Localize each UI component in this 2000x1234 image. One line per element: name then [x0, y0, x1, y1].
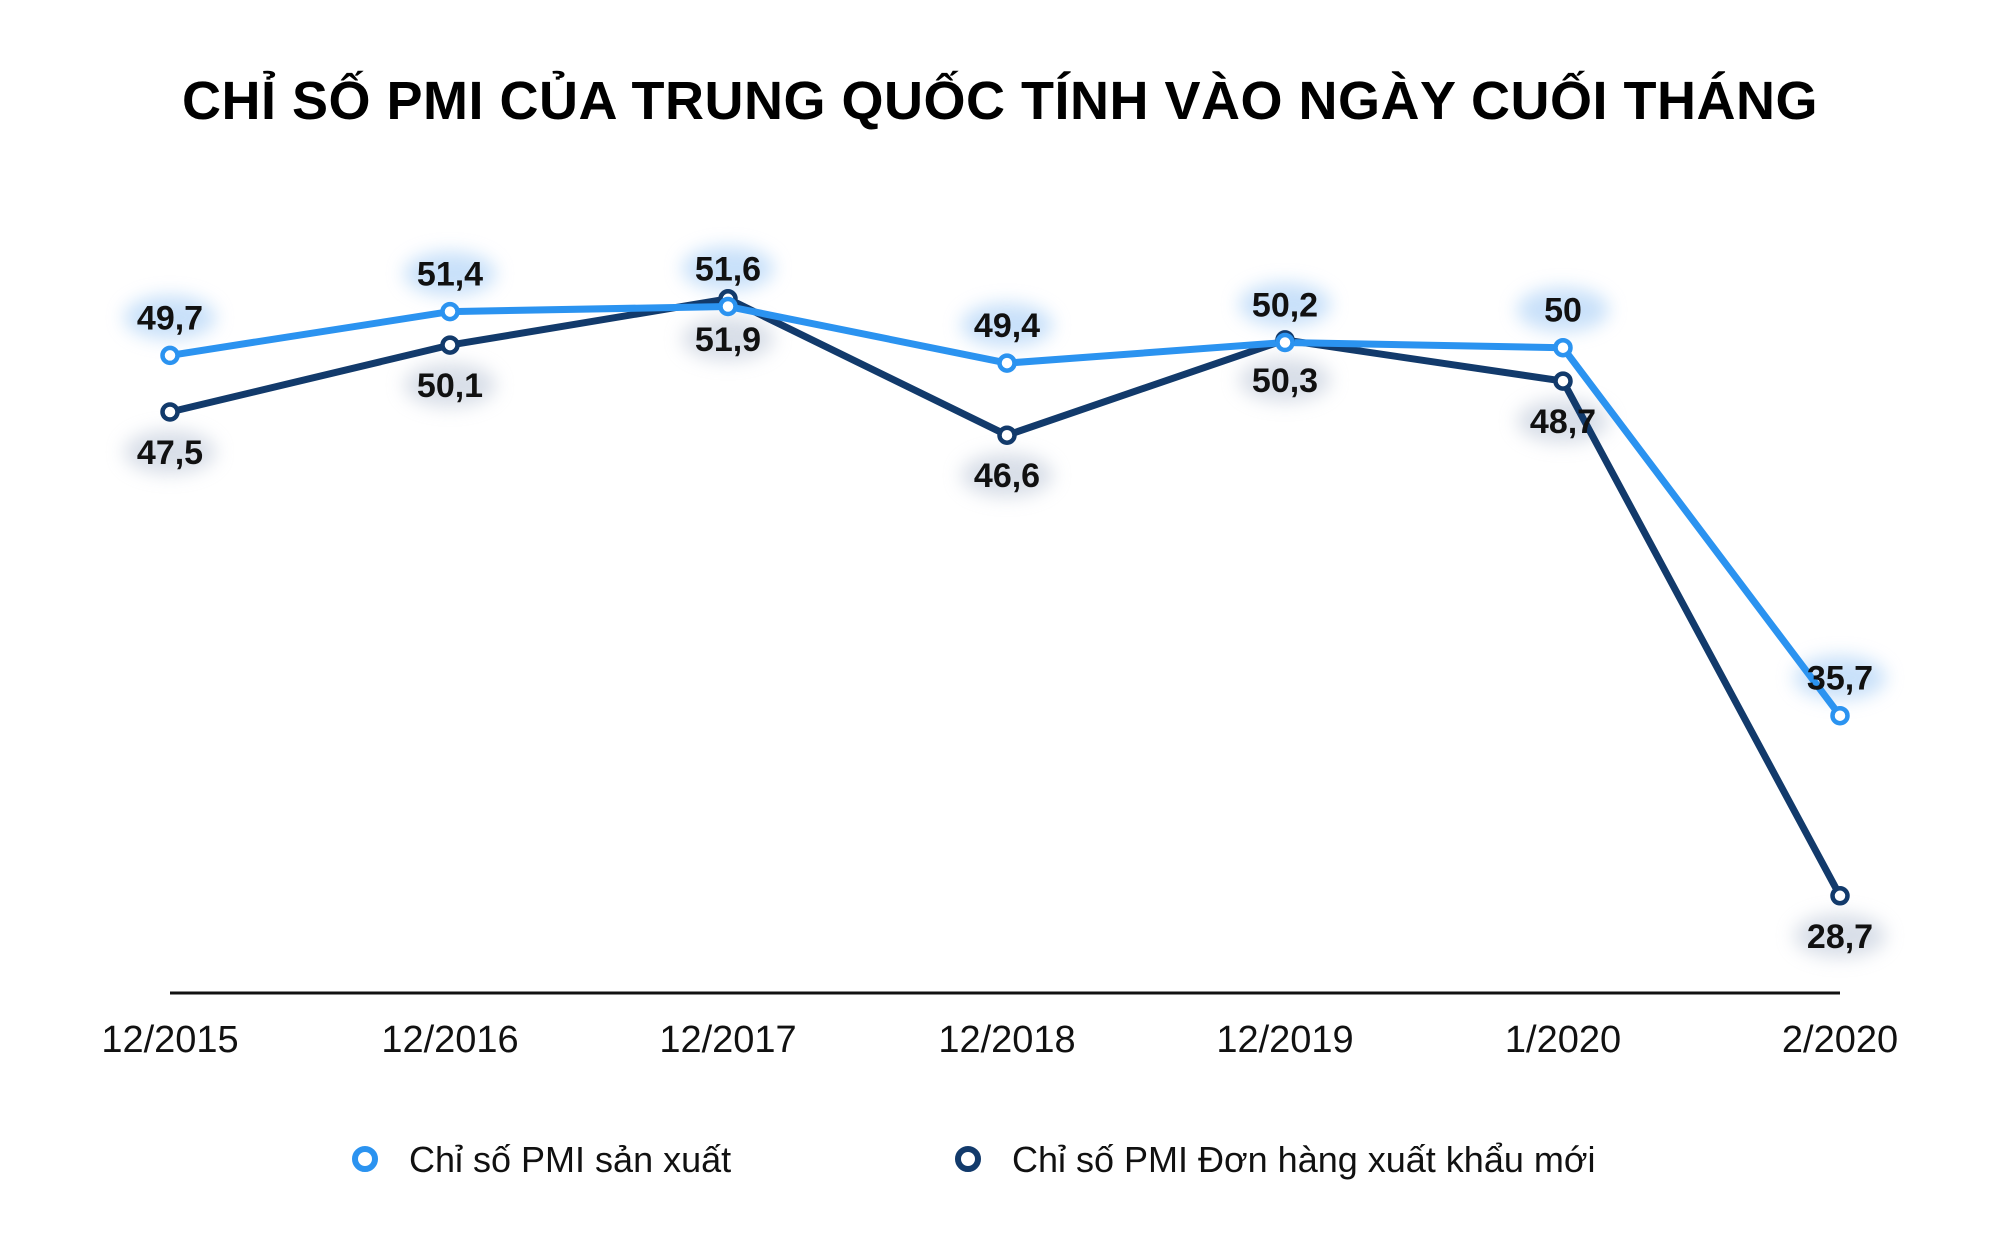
data-label: 49,4: [974, 307, 1040, 345]
x-tick-label: 12/2018: [938, 1019, 1075, 1061]
x-tick-label: 1/2020: [1505, 1019, 1621, 1061]
legend-label: Chỉ số PMI sản xuất: [409, 1139, 731, 1180]
data-label-glow: [404, 251, 496, 296]
data-point: [1553, 371, 1573, 391]
data-point: [1553, 337, 1573, 358]
data-label: 49,7: [137, 299, 203, 337]
legend-marker: [352, 1146, 378, 1172]
points-layer: [160, 289, 1850, 906]
x-tick-label: 12/2016: [381, 1019, 518, 1061]
legend-item: Chỉ số PMI sản xuất: [352, 1139, 731, 1180]
legend-item: Chỉ số PMI Đơn hàng xuất khẩu mới: [955, 1139, 1595, 1180]
data-label: 51,6: [695, 250, 761, 288]
legend-label: Chỉ số PMI Đơn hàng xuất khẩu mới: [1012, 1139, 1595, 1180]
data-label-glow: [124, 430, 216, 474]
data-label-glow: [1239, 357, 1331, 402]
chart-title: CHỈ SỐ PMI CỦA TRUNG QUỐC TÍNH VÀO NGÀY …: [181, 71, 1819, 131]
data-point: [440, 301, 460, 322]
data-labels-layer: 49,7 51,4 51,6 49,4 50,2 50 35,7 47,5 50,1 51,9 46…: [137, 250, 1873, 955]
data-label-glow: [682, 316, 774, 361]
data-label: 28,7: [1807, 918, 1873, 956]
data-point: [1830, 886, 1850, 906]
data-label-glow: [961, 453, 1053, 498]
data-point: [718, 296, 738, 317]
data-label-glow: [682, 246, 774, 291]
legend-marker: [955, 1146, 981, 1172]
data-label-glow: [1239, 282, 1331, 327]
data-label: 50: [1544, 292, 1582, 330]
data-point: [440, 335, 460, 355]
data-label-glow: [961, 303, 1053, 348]
data-label-glow: [1794, 913, 1886, 958]
x-tick-label: 12/2019: [1216, 1019, 1353, 1061]
data-label: 50,1: [417, 367, 483, 405]
data-label-glow: [1517, 399, 1609, 444]
x-tick-label: 12/2015: [101, 1019, 238, 1061]
data-label: 47,5: [137, 434, 203, 472]
data-label: 50,3: [1252, 362, 1318, 400]
data-label-glow: [1517, 287, 1609, 332]
x-tick-label: 2/2020: [1782, 1019, 1898, 1061]
data-label: 46,6: [974, 457, 1040, 495]
data-label: 48,7: [1530, 403, 1596, 441]
x-tick-label: 12/2017: [659, 1019, 796, 1061]
label-glow-layer: [124, 246, 1886, 958]
data-point: [1275, 332, 1295, 353]
data-label: 50,2: [1252, 287, 1318, 325]
data-label: 51,4: [417, 256, 483, 294]
data-point: [1830, 705, 1850, 726]
data-point: [997, 425, 1017, 445]
data-label-glow: [124, 295, 216, 340]
data-point: [160, 345, 180, 366]
data-label: 35,7: [1807, 660, 1873, 698]
data-point: [160, 402, 180, 422]
data-label-glow: [404, 363, 496, 408]
legend: Chỉ số PMI sản xuất Chỉ số PMI Đơn hàng x…: [352, 1139, 1595, 1180]
data-point: [997, 353, 1017, 373]
data-label: 51,9: [695, 321, 761, 359]
x-axis-tick-labels: 12/2015 12/2016 12/2017 12/2018 12/2019 1/202…: [101, 1019, 1898, 1061]
